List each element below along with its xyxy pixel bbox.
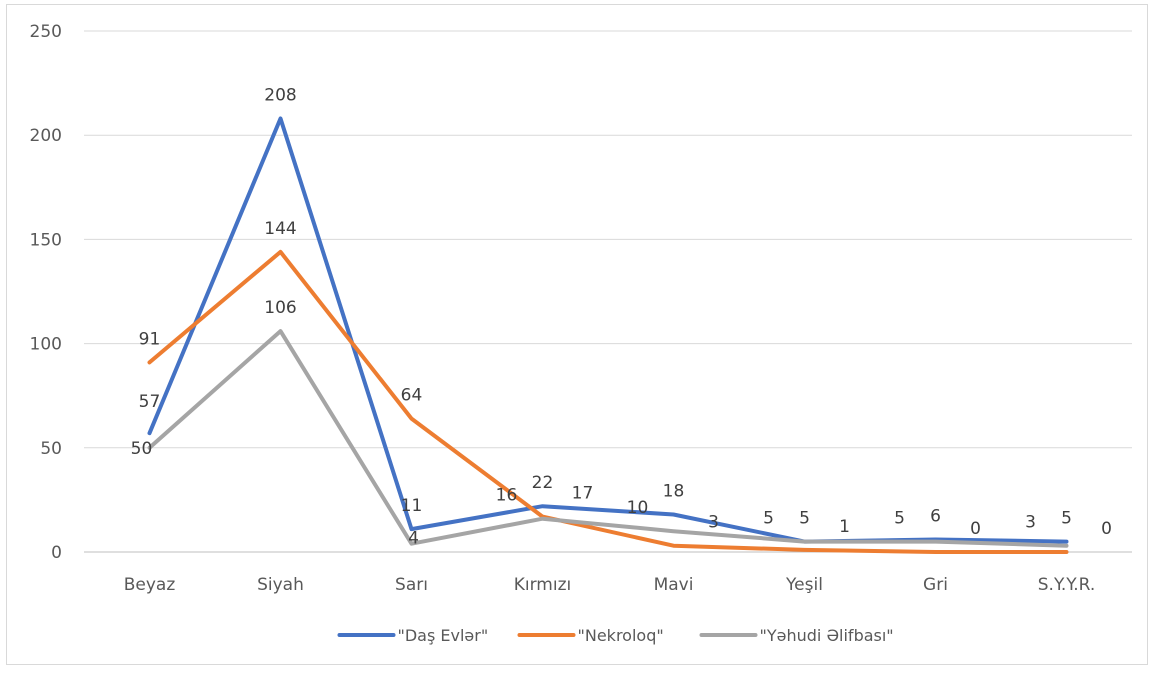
x-tick-label: Mavi <box>654 575 694 595</box>
x-tick-label: Beyaz <box>124 575 176 595</box>
data-label: 91 <box>139 329 161 349</box>
data-label: 22 <box>532 473 554 493</box>
chart-frame <box>6 4 1148 665</box>
data-label: 106 <box>264 298 296 318</box>
y-tick-label: 0 <box>51 543 62 563</box>
y-tick-label: 250 <box>30 22 62 42</box>
y-axis-ticks: 0 50 100 150 200 250 <box>30 22 62 563</box>
y-tick-label: 50 <box>40 439 62 459</box>
legend-label: "Yəhudi Əlifbası" <box>760 626 894 645</box>
data-label: 5 <box>894 509 905 529</box>
data-label: 64 <box>401 386 423 406</box>
data-label: 0 <box>970 519 981 539</box>
x-tick-label: Siyah <box>257 575 304 595</box>
series-line <box>147 249 1069 554</box>
x-axis-ticks: Beyaz Siyah Sarı Kırmızı Mavi Yeşil Gri S.Y.Y.R… <box>124 575 1096 595</box>
legend: "Daş Evlər" "Nekroloq" "Yəhudi Əlifbası" <box>337 626 894 645</box>
data-label: 11 <box>401 496 423 516</box>
gridlines <box>84 30 1132 553</box>
y-tick-label: 200 <box>30 126 62 146</box>
data-label: 16 <box>496 486 518 506</box>
data-label: 57 <box>139 392 161 412</box>
data-label: 6 <box>930 506 941 526</box>
data-label: 3 <box>708 513 719 533</box>
series-line <box>147 329 1069 548</box>
data-label: 50 <box>131 439 153 459</box>
data-label: 17 <box>572 484 594 504</box>
data-label: 1 <box>839 517 850 537</box>
x-tick-label: Kırmızı <box>514 575 572 595</box>
data-label: 5 <box>763 509 774 529</box>
data-label: 144 <box>264 219 296 239</box>
legend-label: "Nekroloq" <box>578 626 664 645</box>
x-tick-label: Gri <box>923 575 948 595</box>
legend-label: "Daş Evlər" <box>398 626 489 645</box>
x-tick-label: S.Y.Y.R. <box>1038 575 1096 595</box>
data-label: 18 <box>663 481 685 501</box>
y-tick-label: 100 <box>30 335 62 355</box>
data-label: 10 <box>627 498 649 518</box>
data-label: 208 <box>264 86 296 106</box>
data-label: 3 <box>1025 513 1036 533</box>
data-label: 5 <box>1061 509 1072 529</box>
data-label: 5 <box>799 509 810 529</box>
data-label: 4 <box>408 529 419 549</box>
x-tick-label: Sarı <box>395 575 428 595</box>
series-line <box>147 116 1069 544</box>
data-label: 0 <box>1101 519 1112 539</box>
x-tick-label: Yeşil <box>785 575 823 595</box>
series-lines <box>147 116 1069 554</box>
y-tick-label: 150 <box>30 230 62 250</box>
